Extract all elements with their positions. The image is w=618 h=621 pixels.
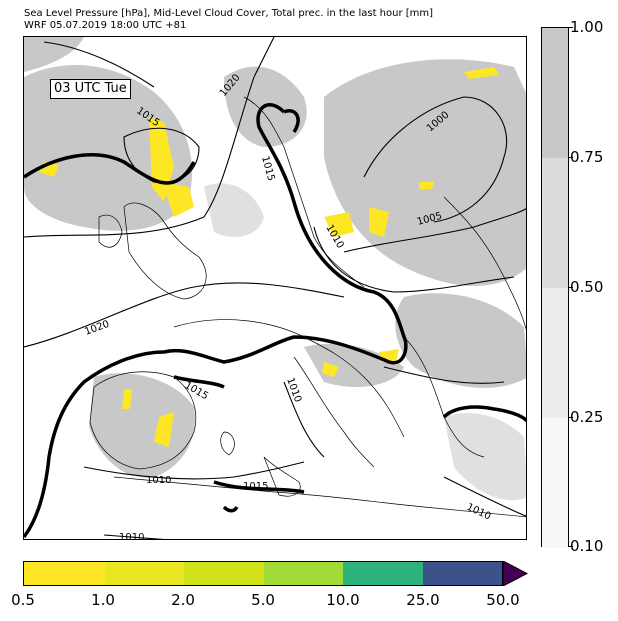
map-panel: 1015 1020 1015 1000 1010 1005 1020 1010 … (23, 36, 527, 540)
coastline (89, 371, 197, 470)
colorbar-tickmark (569, 287, 573, 288)
isobar-1015 (442, 405, 526, 423)
isobar (103, 534, 164, 539)
cloud-cover-colorbar (541, 27, 569, 548)
valid-time-label: 03 UTC Tue (50, 79, 131, 99)
coastline (173, 319, 405, 438)
precip-cell (322, 362, 339, 377)
cloud-tick-label: 0.75 (570, 148, 604, 166)
isobar (313, 226, 515, 293)
cloud-area (444, 413, 526, 501)
cloud-area (24, 65, 193, 231)
isobar-1015 (222, 505, 239, 513)
colorbar-tickmark (569, 27, 573, 28)
isobar-layer (24, 37, 526, 539)
isobar (24, 282, 345, 348)
isobar-1015 (173, 375, 225, 389)
isobar-1015 (283, 109, 300, 133)
cloud-area (324, 59, 526, 286)
colorbar-tickmark (569, 157, 573, 158)
cloud-tick-label: 0.10 (570, 537, 604, 555)
precip-cell (324, 212, 354, 237)
cloud-area (89, 373, 195, 478)
colorbar-segment (542, 158, 568, 288)
cloud-area (304, 343, 404, 387)
isobar-1015 (24, 153, 196, 185)
colorbar-segment (542, 418, 568, 548)
precip-colorbar (23, 561, 503, 586)
cloud-tick-label: 0.25 (570, 408, 604, 426)
colorbar-tickmark (569, 546, 573, 547)
isobar-label: 1010 (119, 532, 144, 540)
isobar-label: 1015 (243, 481, 268, 492)
colorbar-segment (24, 562, 105, 585)
isobar-1015 (213, 480, 305, 494)
precip-cell (122, 389, 132, 409)
precip-tick-label: 5.0 (251, 591, 275, 609)
precip-tick-label: 10.0 (326, 591, 360, 609)
isobar (343, 207, 526, 253)
cloud-area (24, 37, 84, 72)
colorbar-tickmark (569, 417, 573, 418)
isobar (383, 366, 505, 384)
cloud-area (204, 183, 264, 237)
isobar (24, 37, 275, 238)
cloud-tick-label: 0.50 (570, 278, 604, 296)
precip-tick-label: 50.0 (486, 591, 520, 609)
coastline (263, 456, 301, 497)
isobar-1015-thick (24, 103, 526, 539)
isobar-label: 1015 (259, 155, 276, 182)
isobar-label: 1010 (146, 475, 171, 486)
run-info: WRF 05.07.2019 18:00 UTC +81 (24, 20, 187, 31)
cloud-area (395, 293, 526, 388)
precip-cell (419, 182, 434, 189)
precip-cell (154, 412, 174, 447)
isobar (83, 461, 305, 480)
coastline (293, 356, 375, 468)
chart-title: Sea Level Pressure [hPa], Mid-Level Clou… (24, 8, 434, 19)
colorbar-segment (542, 28, 568, 158)
colorbar-segment (184, 562, 264, 585)
isobar (283, 381, 325, 458)
colorbar-segment (542, 288, 568, 418)
precip-cell (369, 207, 389, 237)
precip-cell (162, 182, 194, 217)
coastline (98, 214, 123, 248)
coastline (243, 96, 365, 288)
coastline (220, 431, 235, 456)
colorbar-segment (422, 562, 502, 585)
colorbar-extend-arrow (503, 561, 529, 586)
isobar-1015 (24, 103, 408, 539)
precip-tick-label: 25.0 (406, 591, 440, 609)
coastline (123, 202, 207, 300)
map-svg: 1015 1020 1015 1000 1010 1005 1020 1010 … (24, 37, 526, 540)
colorbar-segment (104, 562, 184, 585)
light-cloud-layer (204, 183, 526, 501)
isobar (43, 41, 155, 88)
isobar (123, 127, 200, 184)
coastline (113, 476, 526, 518)
colorbar-segment (343, 562, 423, 585)
isobar-label: 1020 (83, 319, 111, 338)
precip-cell (464, 67, 499, 79)
isobar (363, 96, 508, 223)
precip-tick-label: 0.5 (11, 591, 35, 609)
precip-tick-label: 1.0 (91, 591, 115, 609)
cloud-tick-label: 1.00 (570, 18, 604, 36)
precip-tick-label: 2.0 (171, 591, 195, 609)
isobar (443, 476, 526, 517)
colorbar-segment (263, 562, 343, 585)
isobar-label: 1010 (465, 502, 493, 523)
